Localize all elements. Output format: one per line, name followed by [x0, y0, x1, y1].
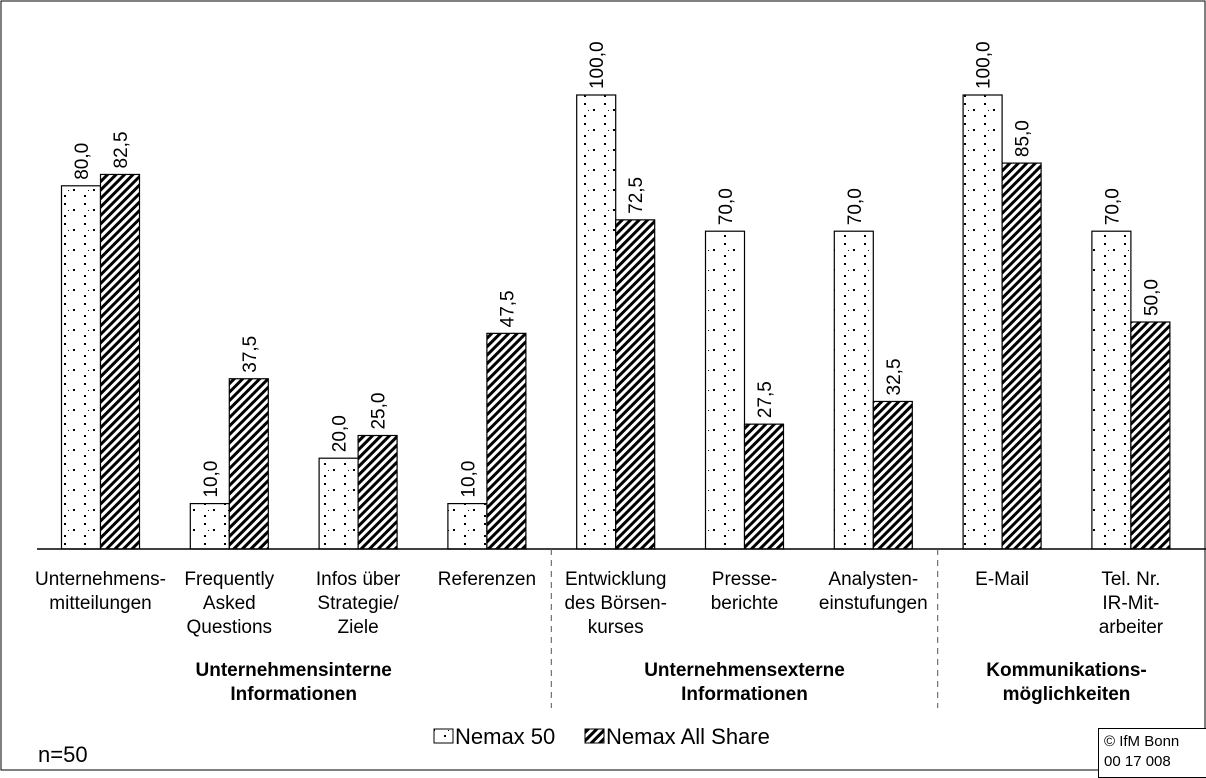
bar-nemax50-2 [318, 457, 359, 550]
value-label-nemax50-4: 100,0 [587, 41, 608, 89]
bar-nemax50-6 [833, 230, 874, 550]
value-label-nemax50-7: 100,0 [974, 41, 995, 89]
category-label-4: Entwicklung des Börsen-kurses [564, 569, 666, 638]
value-label-nemax-all-share-2: 25,0 [369, 393, 390, 430]
value-label-nemax50-3: 10,0 [458, 461, 479, 498]
bar-nemax-all-share-2 [357, 434, 398, 550]
bar-nemax-all-share-5 [743, 423, 785, 550]
group-label-1: Unternehmensexterne Informationen [644, 660, 845, 705]
category-label-8: Tel. Nr. IR-Mit-arbeiter [1099, 569, 1164, 638]
category-label-3: Referenzen [438, 569, 536, 590]
bar-nemax-all-share-1 [228, 378, 269, 550]
bar-nemax50-0 [60, 185, 102, 550]
bar-nemax-all-share-3 [486, 332, 527, 550]
bar-nemax-all-share-4 [615, 219, 656, 550]
value-label-nemax-all-share-7: 85,0 [1013, 120, 1034, 157]
value-label-nemax-all-share-1: 37,5 [240, 336, 261, 373]
sample-size-note: n=50 [38, 742, 88, 767]
bar-nemax50-8 [1091, 230, 1132, 550]
bar-nemax50-3 [447, 503, 488, 550]
bar-nemax-all-share-0 [99, 173, 141, 550]
legend-swatch-1 [584, 728, 605, 744]
bar-nemax50-5 [704, 230, 746, 550]
value-label-nemax50-0: 80,0 [72, 143, 93, 180]
copyright-line-1: © IfM Bonn [1104, 733, 1180, 750]
legend-swatch-0 [433, 728, 454, 744]
group-label-0: Unternehmensinterne Informationen [196, 660, 392, 705]
value-label-nemax50-1: 10,0 [201, 461, 222, 498]
value-label-nemax50-6: 70,0 [845, 188, 866, 225]
bar-nemax50-7 [962, 94, 1003, 550]
value-label-nemax-all-share-4: 72,5 [626, 177, 647, 214]
category-label-5: Presse-berichte [711, 569, 779, 614]
value-label-nemax50-5: 70,0 [716, 188, 737, 225]
copyright-box: © IfM Bonn 00 17 008 [1098, 728, 1206, 778]
category-label-6: Analysten-einstufungen [819, 569, 928, 614]
legend-label-0: Nemax 50 [455, 724, 555, 749]
bar-nemax-all-share-7 [1001, 162, 1042, 550]
category-label-7: E-Mail [975, 569, 1029, 590]
bar-nemax50-4 [576, 94, 617, 550]
value-label-nemax-all-share-5: 27,5 [755, 381, 776, 418]
bar-nemax-all-share-6 [872, 400, 913, 550]
category-label-1: Frequently Asked Questions [184, 569, 274, 638]
value-label-nemax-all-share-8: 50,0 [1141, 279, 1162, 316]
bar-nemax50-1 [189, 503, 230, 550]
legend-label-1: Nemax All Share [606, 724, 770, 749]
category-label-0: Unternehmens-mitteilungen [35, 569, 166, 614]
group-label-2: Kommunikations-möglichkeiten [986, 660, 1146, 705]
value-label-nemax50-2: 20,0 [330, 415, 351, 452]
copyright-line-2: 00 17 008 [1104, 753, 1171, 770]
category-label-2: Infos über Strategie/Ziele [316, 569, 401, 638]
value-label-nemax-all-share-0: 82,5 [111, 131, 132, 168]
value-label-nemax-all-share-6: 32,5 [884, 358, 905, 395]
value-label-nemax50-8: 70,0 [1102, 188, 1123, 225]
bar-nemax-all-share-8 [1130, 321, 1171, 550]
value-label-nemax-all-share-3: 47,5 [497, 290, 518, 327]
